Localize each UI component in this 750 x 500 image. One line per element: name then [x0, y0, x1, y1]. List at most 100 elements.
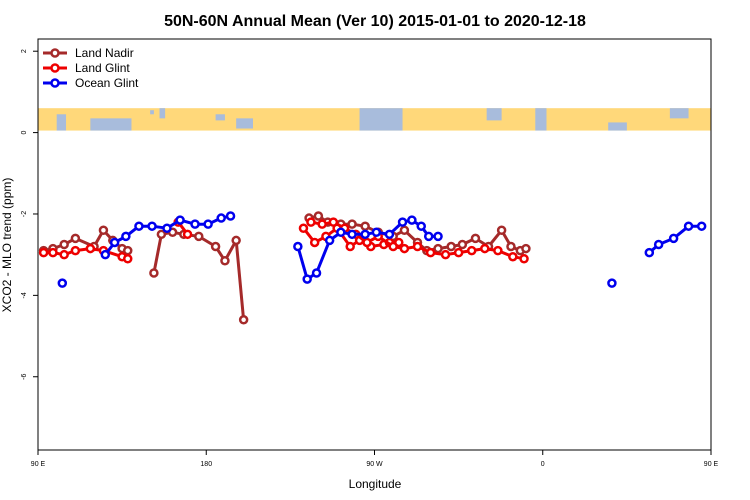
- data-point: [70, 245, 81, 256]
- y-tick-label: 2: [21, 49, 28, 53]
- legend-label: Ocean Glint: [75, 76, 139, 90]
- data-point: [433, 243, 443, 254]
- data-point: [190, 219, 200, 229]
- series-land-glint: [38, 217, 529, 264]
- data-point: [336, 227, 346, 238]
- data-point: [388, 241, 398, 252]
- map-ocean-patch: [215, 114, 225, 121]
- data-point: [109, 237, 120, 248]
- data-point: [360, 229, 370, 240]
- data-point: [216, 213, 226, 223]
- data-point: [453, 247, 464, 258]
- data-point: [416, 221, 426, 231]
- y-axis-title: XCO2 - MLO trend (ppm): [0, 178, 14, 313]
- data-point: [347, 219, 357, 229]
- data-point: [162, 223, 172, 233]
- data-point: [317, 219, 327, 229]
- data-point: [397, 217, 408, 227]
- data-point: [399, 243, 410, 254]
- data-point: [225, 211, 236, 221]
- data-point: [466, 245, 477, 256]
- data-point: [446, 241, 456, 252]
- map-ocean-patch: [150, 110, 154, 115]
- data-point: [347, 229, 357, 240]
- data-point: [175, 215, 185, 225]
- legend-swatch-marker: [50, 78, 60, 88]
- legend-swatch-marker: [50, 63, 60, 73]
- y-tick-label: -4: [21, 292, 28, 298]
- data-point: [508, 251, 518, 262]
- chart-title: 50N-60N Annual Mean (Ver 10) 2015-01-01 …: [164, 13, 586, 30]
- map-ocean-patch: [90, 118, 132, 131]
- data-point: [668, 233, 679, 244]
- data-point: [399, 225, 410, 236]
- data-point: [302, 274, 312, 284]
- data-point: [182, 229, 193, 240]
- data-point: [149, 268, 159, 278]
- data-point: [298, 223, 309, 233]
- x-tick-label: 180: [200, 461, 212, 468]
- data-point: [433, 231, 443, 242]
- series-land-nadir: [38, 211, 531, 325]
- data-point: [220, 256, 230, 266]
- data-point: [360, 221, 370, 231]
- x-axis: 90 E 180 90 W 0 90 E: [31, 450, 719, 468]
- data-point: [470, 233, 481, 244]
- data-point: [194, 231, 204, 242]
- map-ocean-patch: [535, 108, 547, 131]
- data-point: [423, 231, 434, 242]
- data-point: [407, 215, 417, 225]
- x-tick-label: 90 E: [31, 461, 46, 468]
- map-ocean-patch: [608, 122, 627, 131]
- data-point: [519, 253, 529, 264]
- data-point: [696, 221, 707, 231]
- data-point: [121, 231, 131, 242]
- data-point: [122, 253, 133, 264]
- data-point: [496, 225, 507, 236]
- data-point: [70, 233, 81, 244]
- legend-swatch-marker: [50, 48, 60, 58]
- data-point: [313, 211, 324, 221]
- data-point: [607, 278, 617, 288]
- data-point: [293, 241, 303, 252]
- map-ocean-patch: [56, 114, 67, 131]
- legend-label: Land Nadir: [75, 46, 134, 60]
- data-point: [440, 249, 451, 260]
- data-point: [311, 268, 322, 278]
- legend-item: Ocean Glint: [43, 76, 139, 90]
- data-point: [506, 241, 516, 252]
- legend-label: Land Glint: [75, 61, 130, 75]
- data-point: [362, 237, 372, 248]
- data-point: [59, 239, 69, 250]
- data-point: [480, 243, 490, 254]
- data-point: [122, 245, 133, 256]
- y-tick-label: -6: [21, 374, 28, 380]
- data-point: [38, 247, 49, 258]
- legend-item: Land Nadir: [43, 46, 134, 60]
- data-point: [328, 217, 339, 227]
- map-ocean-patch: [669, 108, 689, 119]
- data-point: [345, 241, 355, 252]
- y-tick-label: 0: [21, 131, 28, 135]
- data-point: [57, 278, 68, 288]
- data-point: [134, 221, 144, 231]
- data-point: [457, 239, 468, 250]
- data-point: [48, 247, 58, 258]
- data-point: [147, 221, 157, 231]
- data-point: [493, 245, 503, 256]
- legend-item: Land Glint: [43, 61, 130, 75]
- data-point: [156, 229, 167, 240]
- y-axis: 2 0 -2 -4 -6: [21, 49, 38, 380]
- data-point: [653, 239, 664, 250]
- data-point: [412, 241, 423, 252]
- series-layer: [38, 211, 707, 325]
- data-point: [324, 235, 335, 246]
- data-point: [683, 221, 694, 231]
- data-point: [231, 235, 241, 246]
- map-ocean-patch: [359, 108, 403, 131]
- map-ocean-patch: [486, 108, 502, 121]
- data-point: [521, 243, 531, 254]
- data-point: [371, 227, 382, 238]
